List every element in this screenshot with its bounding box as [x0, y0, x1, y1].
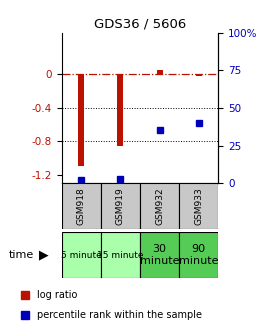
Bar: [101, 232, 140, 278]
Bar: [78, 75, 84, 166]
Bar: [62, 232, 101, 278]
Text: ▶: ▶: [39, 249, 48, 262]
Text: GSM918: GSM918: [77, 187, 86, 225]
Text: 5 minute: 5 minute: [61, 250, 102, 260]
Bar: [140, 183, 179, 229]
Bar: [101, 183, 140, 229]
Text: 90
minute: 90 minute: [179, 244, 219, 266]
Text: GSM932: GSM932: [155, 187, 164, 225]
Text: log ratio: log ratio: [38, 290, 78, 301]
Bar: [62, 183, 101, 229]
Text: percentile rank within the sample: percentile rank within the sample: [38, 310, 202, 320]
Bar: [196, 75, 202, 76]
Text: GDS36 / 5606: GDS36 / 5606: [94, 18, 186, 31]
Text: 15 minute: 15 minute: [97, 250, 144, 260]
Bar: [157, 70, 162, 75]
Text: time: time: [8, 250, 34, 260]
Bar: [140, 232, 179, 278]
Text: GSM919: GSM919: [116, 187, 125, 225]
Bar: [179, 183, 218, 229]
Bar: [179, 232, 218, 278]
Text: GSM933: GSM933: [194, 187, 203, 225]
Bar: [118, 75, 123, 146]
Text: 30
minute: 30 minute: [140, 244, 179, 266]
